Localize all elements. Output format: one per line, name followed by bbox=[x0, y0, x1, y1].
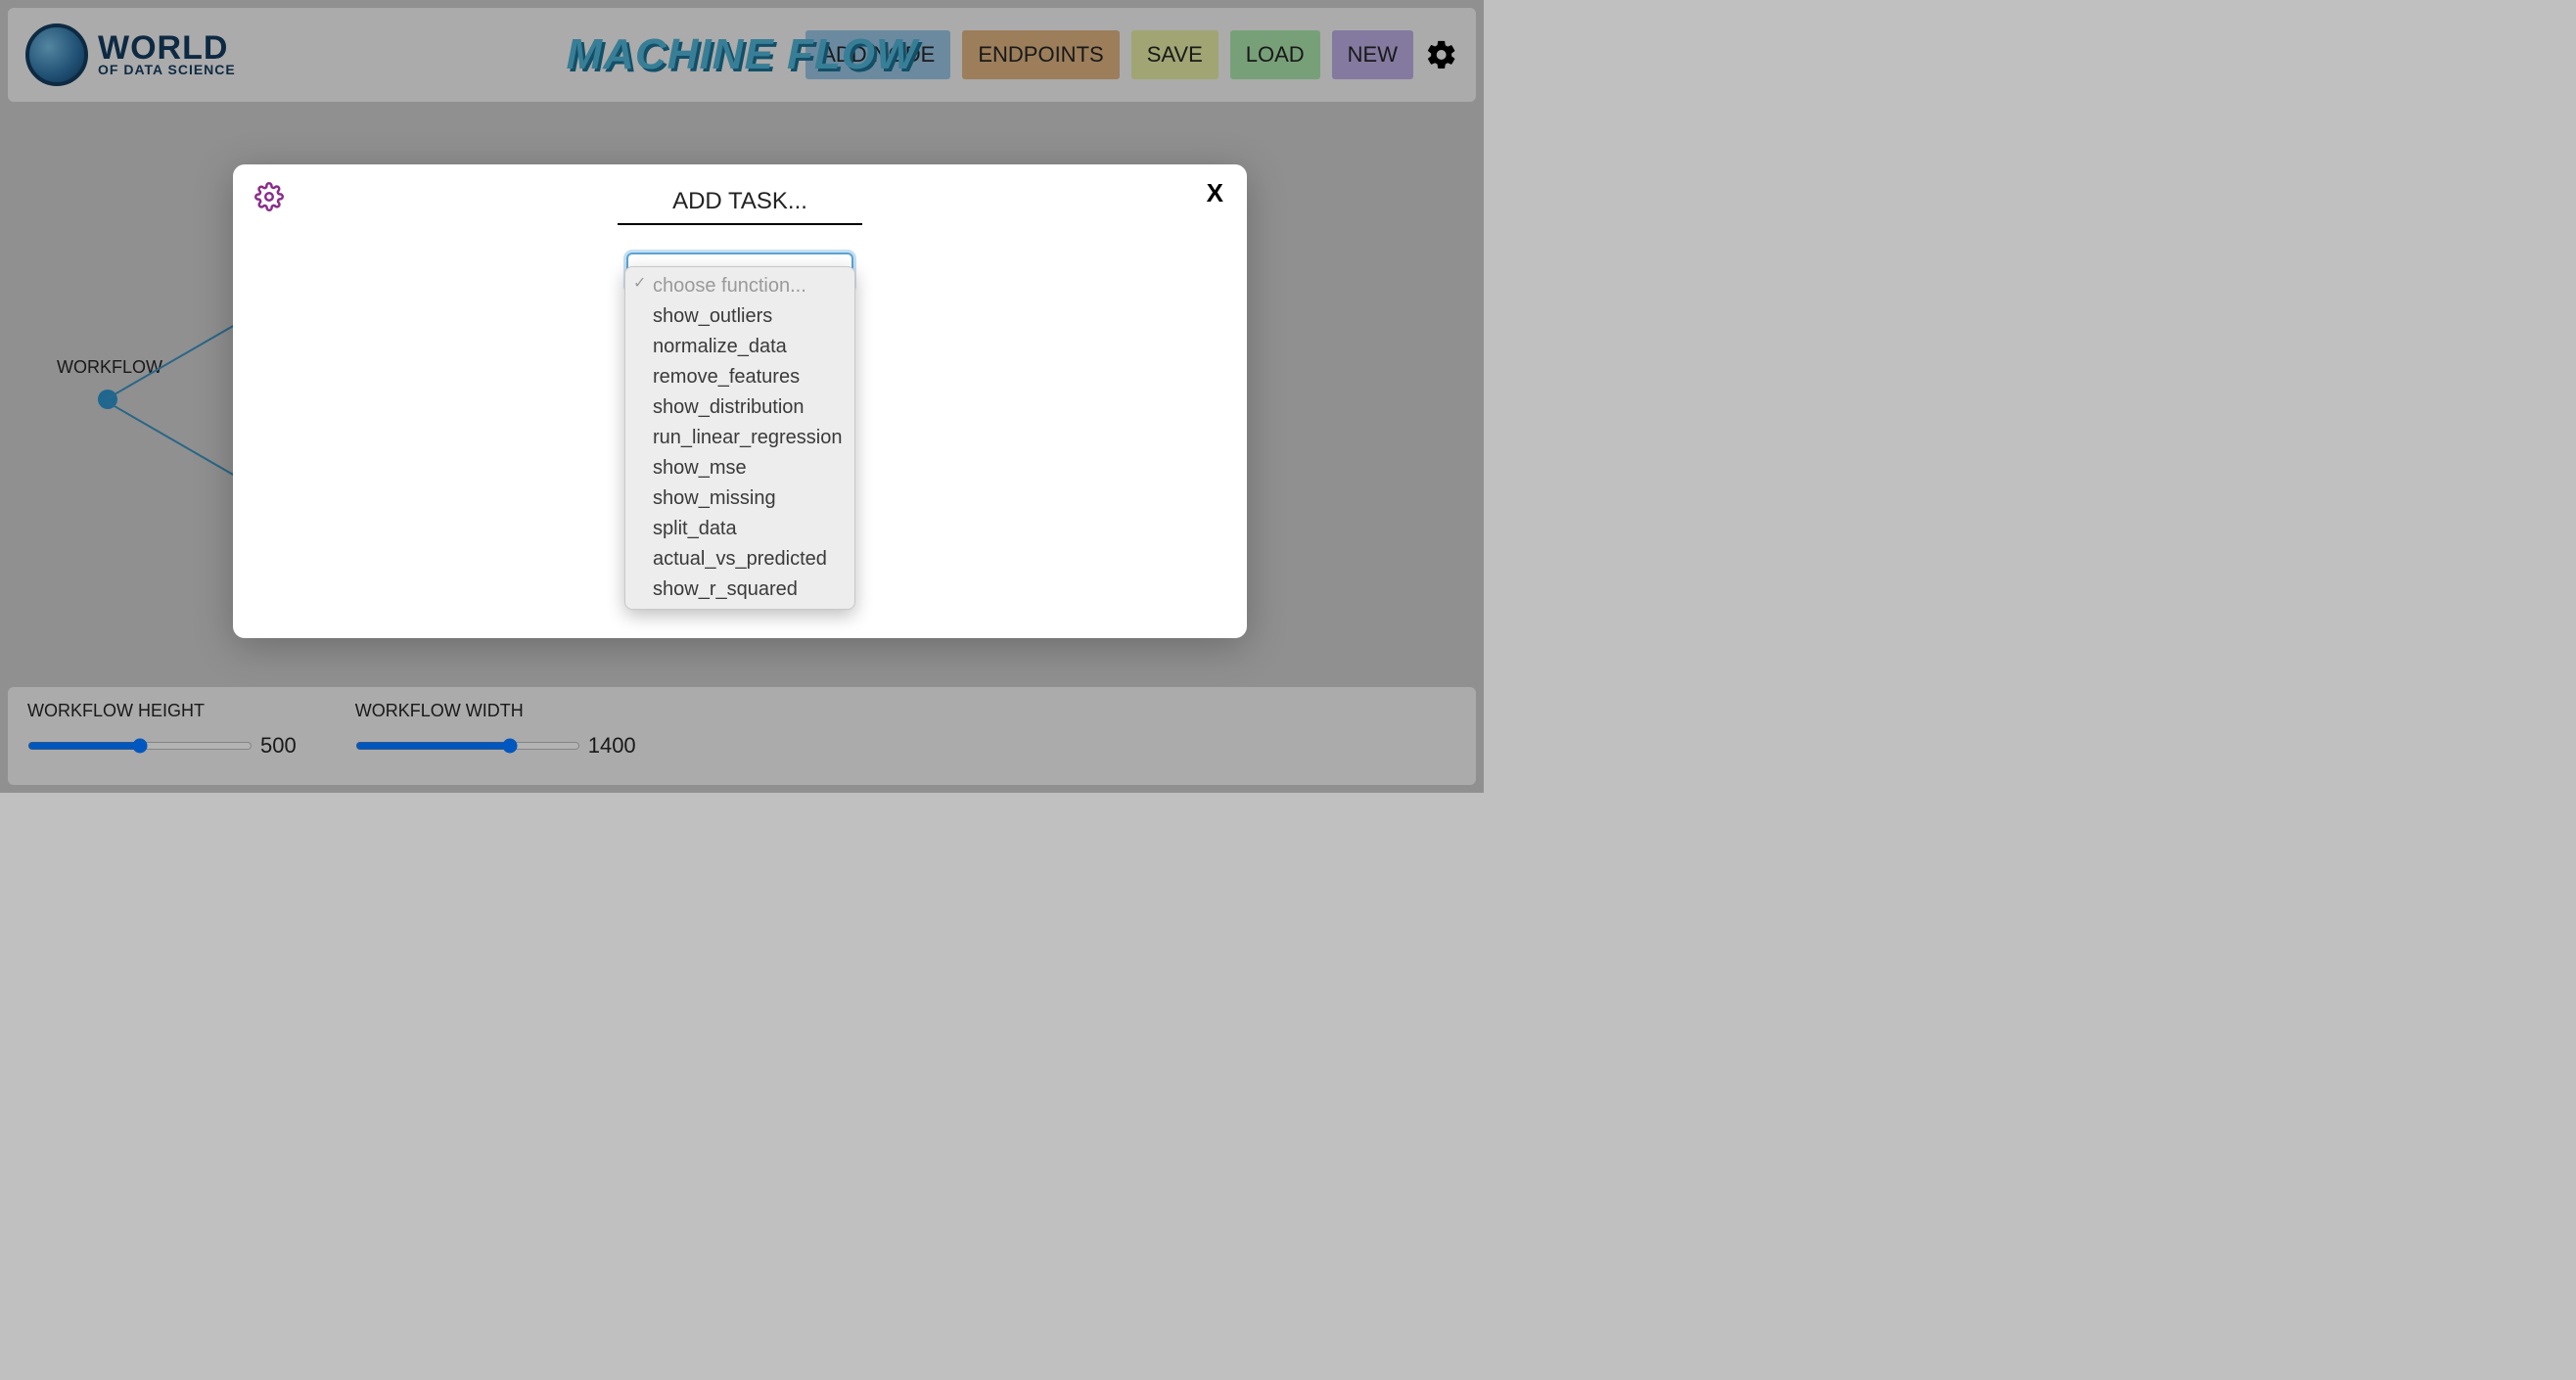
dropdown-option[interactable]: split_data bbox=[625, 514, 854, 544]
dropdown-option[interactable]: remove_features bbox=[625, 362, 854, 392]
dropdown-option[interactable]: actual_vs_predicted bbox=[625, 544, 854, 575]
dropdown-option[interactable]: show_outliers bbox=[625, 301, 854, 332]
modal-gear-icon[interactable] bbox=[254, 182, 284, 211]
dropdown-option[interactable]: normalize_data bbox=[625, 332, 854, 362]
modal-close-button[interactable]: X bbox=[1207, 178, 1223, 208]
modal-title: ADD TASK... bbox=[618, 188, 862, 225]
dropdown-option[interactable]: show_r_squared bbox=[625, 575, 854, 605]
function-select-wrap: choose function... show_outliersnormaliz… bbox=[262, 253, 1218, 292]
dropdown-placeholder[interactable]: choose function... bbox=[625, 271, 854, 301]
function-dropdown: choose function... show_outliersnormaliz… bbox=[624, 266, 855, 610]
dropdown-option[interactable]: show_missing bbox=[625, 483, 854, 514]
dropdown-option[interactable]: show_mse bbox=[625, 453, 854, 483]
dropdown-option[interactable]: run_linear_regression bbox=[625, 423, 854, 453]
dropdown-option[interactable]: show_distribution bbox=[625, 392, 854, 423]
add-task-modal: X ADD TASK... choose function... show_ou… bbox=[233, 164, 1247, 638]
